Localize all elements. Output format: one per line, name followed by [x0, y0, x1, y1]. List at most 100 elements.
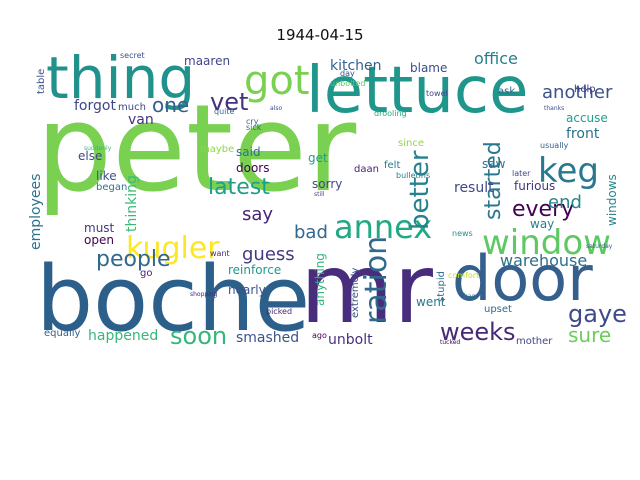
word-saw: saw — [482, 157, 506, 171]
word-sure: sure — [568, 323, 611, 347]
word-towel: towel — [426, 89, 448, 98]
word-comfort: comfort — [448, 271, 479, 280]
word-way: way — [530, 217, 554, 231]
word-sick: sick — [246, 123, 262, 132]
word-keg: keg — [538, 151, 599, 191]
word-ration: ration — [359, 236, 394, 324]
word-day: day — [340, 69, 355, 78]
word-say: say — [242, 204, 273, 225]
word-picked: picked — [266, 307, 292, 316]
word-one: one — [152, 93, 189, 117]
word-secret: secret — [120, 51, 145, 60]
word-maybe: maybe — [200, 144, 234, 155]
word-felt: felt — [384, 160, 400, 171]
word-door: door — [452, 242, 593, 315]
word-also: also — [270, 105, 282, 112]
word-end: end — [548, 192, 582, 213]
word-guess: guess — [242, 244, 295, 265]
word-extremely: extremely — [350, 267, 361, 318]
word-went: went — [416, 295, 446, 309]
word-result: result — [454, 180, 494, 196]
word-every: every — [512, 197, 574, 222]
word-stupid: stupid — [436, 271, 447, 302]
word-tucked: tucked — [440, 339, 460, 346]
word-usually: usually — [540, 141, 569, 150]
word-get: get — [308, 151, 328, 165]
word-latest: latest — [208, 175, 270, 200]
word-doors: doors — [236, 161, 270, 175]
word-better: better — [405, 150, 435, 230]
chart-title: 1944-04-15 — [276, 26, 364, 44]
word-like: like — [96, 169, 117, 183]
word-much: much — [118, 102, 146, 113]
word-ask: ask — [498, 86, 515, 97]
word-thanks: thanks — [544, 105, 564, 112]
word-upset: upset — [484, 304, 512, 315]
word-kugler: kugler — [126, 231, 220, 266]
word-help: help — [574, 84, 596, 95]
word-blame: blame — [410, 61, 447, 75]
word-drooling: drooling — [374, 109, 407, 118]
word-still: still — [314, 191, 325, 198]
word-van: van — [128, 112, 154, 128]
word-accuse: accuse — [566, 111, 608, 125]
word-mother: mother — [516, 336, 553, 347]
word-started: started — [481, 141, 506, 220]
word-furious: furious — [514, 179, 555, 193]
word-bag: bag — [464, 293, 475, 300]
word-smashed: smashed — [236, 330, 299, 346]
word-warehouse: warehouse — [500, 251, 587, 270]
word-forgot: forgot — [74, 98, 116, 114]
word-reinforce: reinforce — [228, 263, 281, 277]
word-window: window — [482, 223, 611, 263]
word-news: news — [452, 229, 473, 238]
word-since: since — [398, 138, 424, 149]
word-boche: boche — [36, 247, 310, 352]
word-weeks: weeks — [440, 318, 516, 346]
word-else: else — [78, 149, 102, 163]
word-quite: quite — [214, 107, 235, 116]
word-sorry: sorry — [312, 177, 342, 191]
word-later: later — [512, 169, 531, 178]
word-equally: equally — [44, 328, 81, 339]
word-lettuce: lettuce — [306, 54, 528, 128]
word-daan: daan — [354, 164, 379, 175]
word-nearly: nearly — [228, 283, 266, 297]
word-suddenly: suddenly — [84, 145, 112, 152]
word-began: began — [96, 182, 127, 193]
word-mr: mr — [300, 233, 434, 345]
word-office: office — [474, 49, 518, 68]
word-said: said — [236, 145, 261, 159]
word-front: front — [566, 126, 600, 142]
word-want: want — [210, 249, 230, 258]
word-table: table — [36, 69, 47, 94]
word-thing: thing — [46, 44, 195, 112]
word-employees: employees — [28, 174, 44, 250]
word-unbolted: unbolted — [330, 79, 365, 88]
word-open: open — [84, 233, 114, 247]
word-another: another — [542, 82, 613, 103]
word-kitchen: kitchen — [330, 58, 382, 74]
word-windows: windows — [605, 174, 619, 226]
word-bulletins: bulletins — [396, 171, 430, 180]
word-vet: vet — [210, 88, 248, 116]
word-saturday: saturday — [586, 243, 613, 250]
word-must: must — [84, 221, 115, 235]
word-ago: ago — [312, 331, 327, 340]
word-maaren: maaren — [184, 54, 230, 68]
word-peter: peter — [36, 80, 357, 219]
word-bad: bad — [294, 222, 328, 243]
word-gaye: gaye — [568, 300, 627, 328]
word-cry: cry — [246, 117, 259, 126]
word-people: people — [96, 247, 171, 272]
word-got: got — [244, 58, 310, 104]
word-anything: anything — [313, 253, 327, 306]
word-soon: soon — [170, 322, 227, 350]
word-thinking: thinking — [124, 175, 140, 232]
word-happened: happened — [88, 328, 158, 344]
word-shopping: shopping — [190, 291, 218, 298]
word-go: go — [140, 268, 152, 279]
word-unbolt: unbolt — [328, 332, 373, 348]
word-annex: annex — [334, 208, 432, 246]
